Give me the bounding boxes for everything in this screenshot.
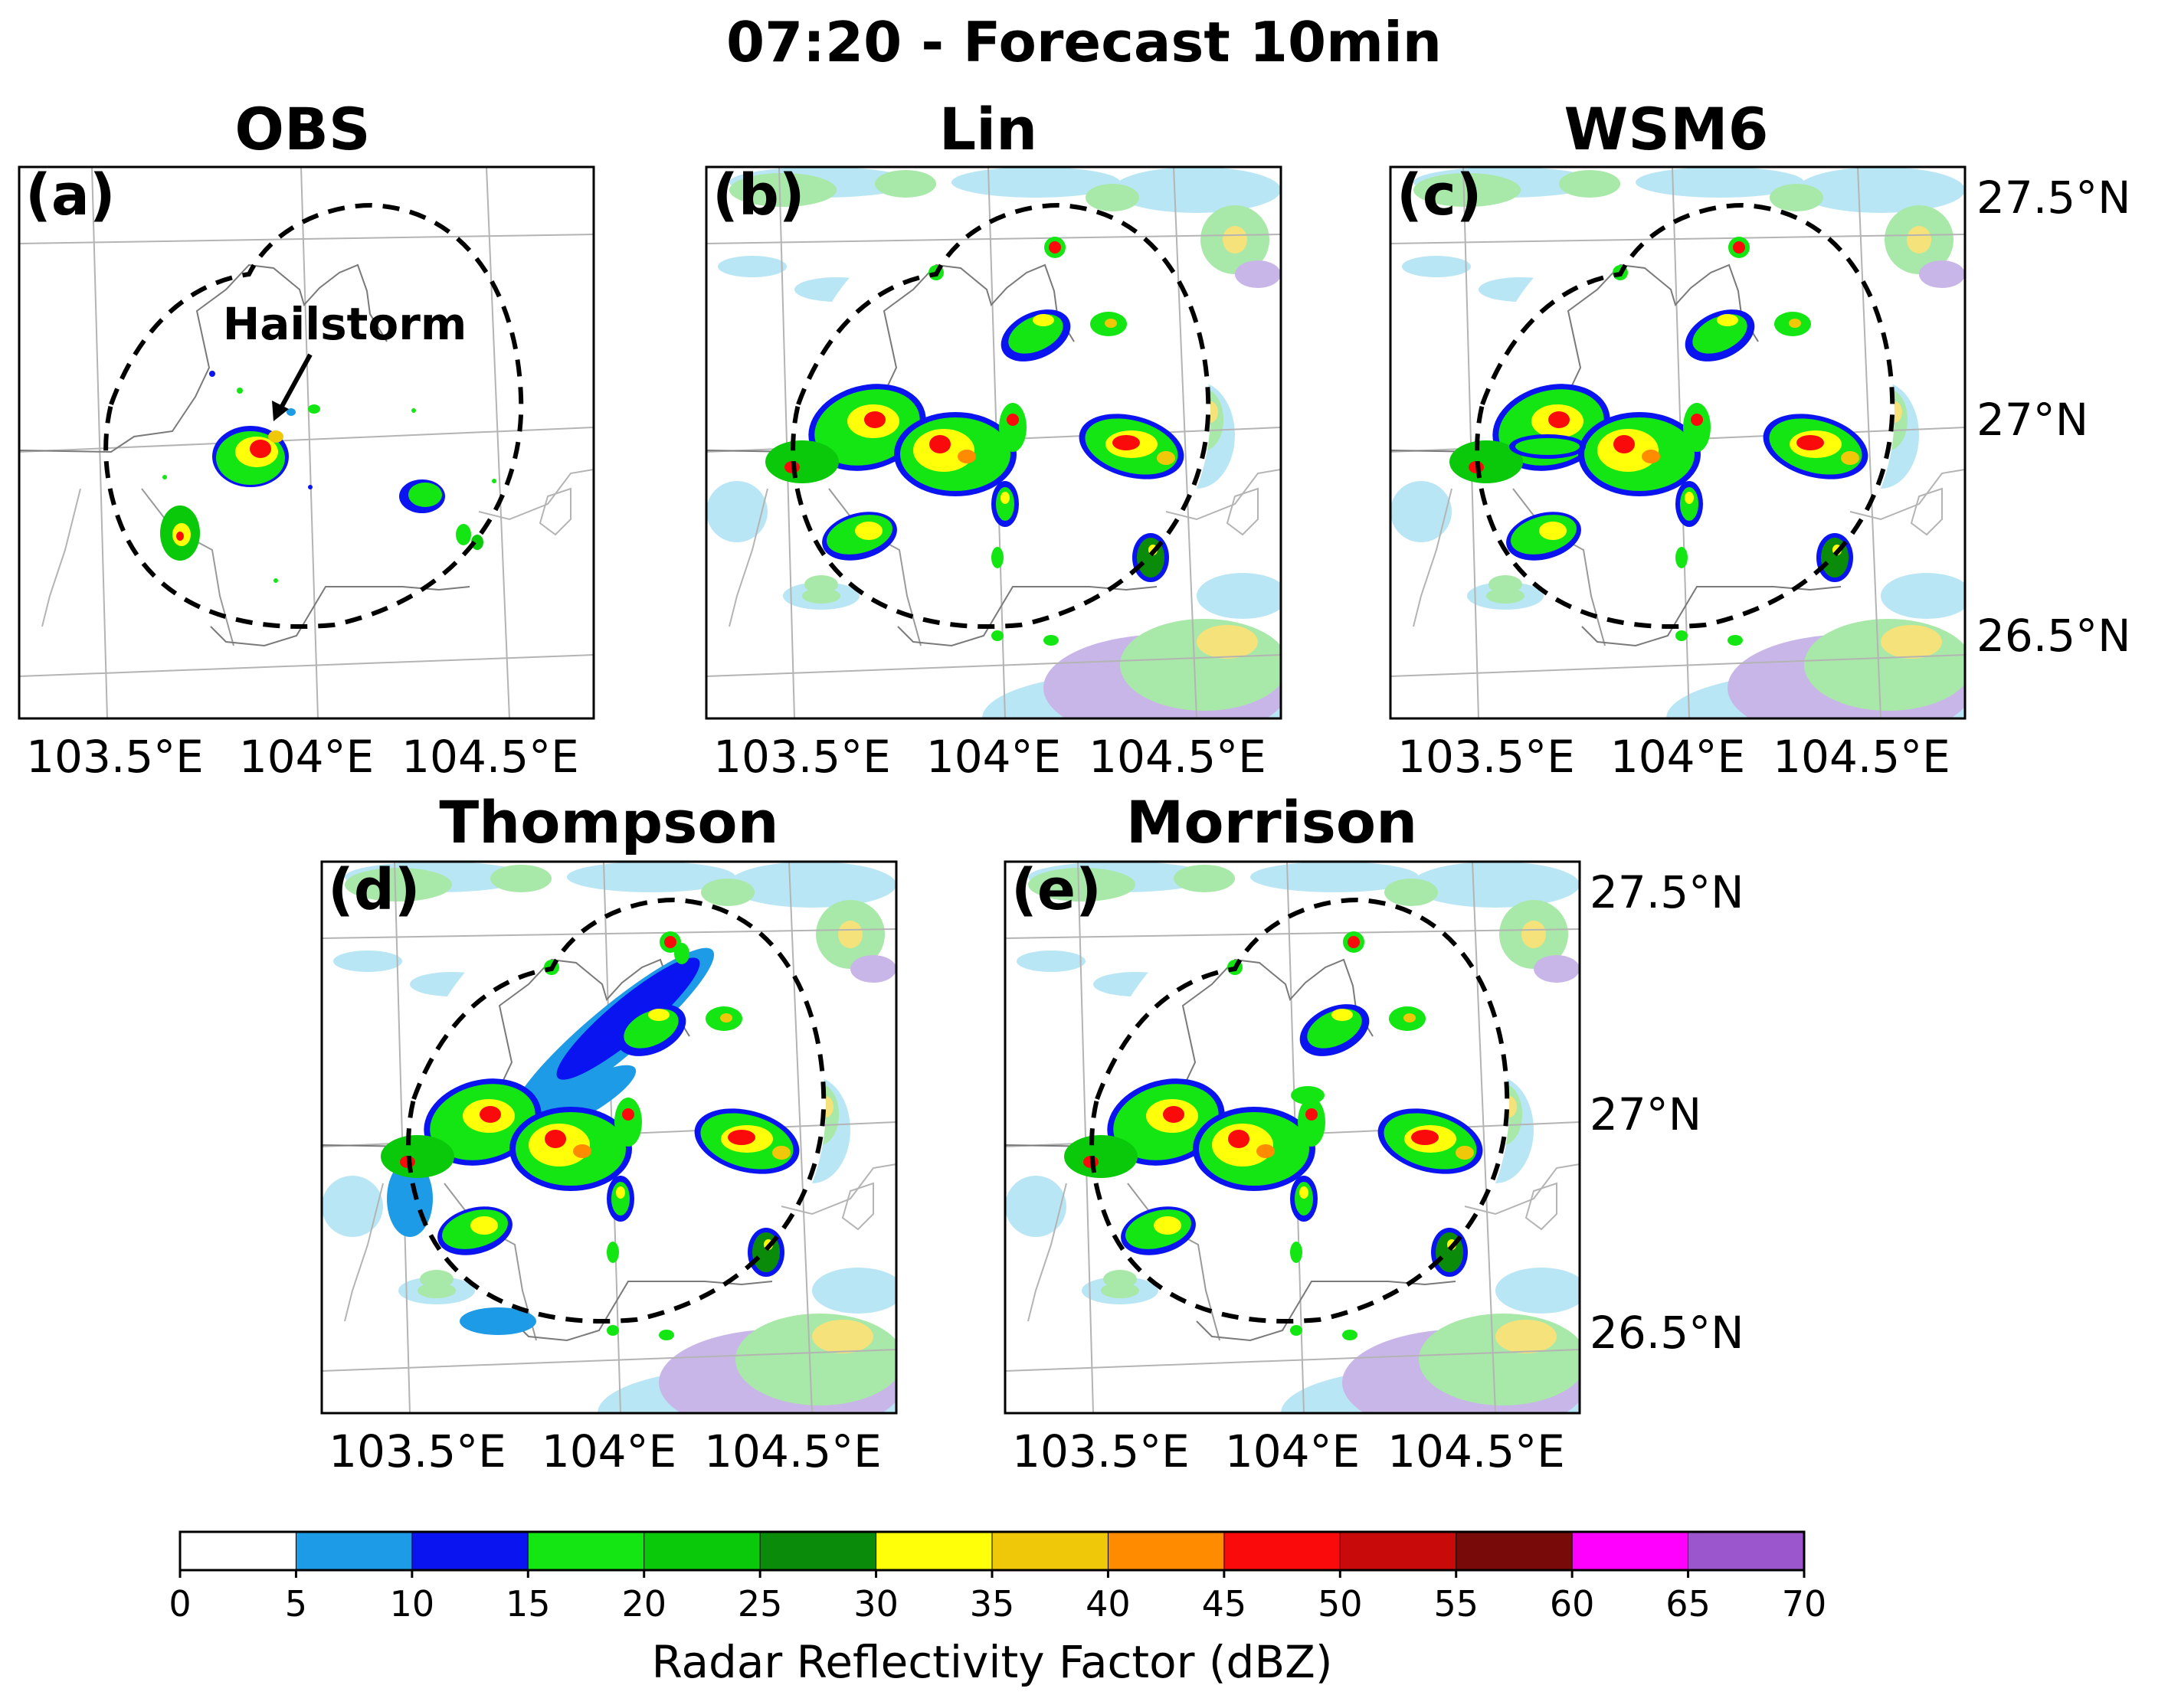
hailstorm-arrow [277,353,313,412]
panel-d: Thompson (d) 103.5°E 104°E 104.5°E [320,788,898,1477]
colorbar-swatch [876,1531,993,1571]
colorbar-swatch [411,1531,529,1571]
hailstorm-arrow-head [272,401,289,421]
panel-title-lin: Lin [939,95,1038,163]
colorbar-swatch [1456,1531,1574,1571]
lon-tick-103-5: 103.5°E [713,731,891,783]
panel-e-map: (e) [1005,857,1580,1413]
colorbar-swatch [991,1531,1109,1571]
lon-tick-104: 104°E [542,1425,676,1477]
panel-e: Morrison (e) 103.5°E 104°E 104.5°E 27.5°… [1004,788,1744,1477]
panel-b: Lin (b) 103.5°E 104°E 104.5°E [705,95,1282,783]
colorbar-tick-label: 55 [1433,1583,1479,1625]
colorbar-swatches [179,1531,1806,1571]
colorbar-swatch [527,1531,645,1571]
colorbar-tick-label: 35 [970,1583,1015,1625]
colorbar-tick-label: 30 [853,1583,899,1625]
colorbar-tick-label: 25 [738,1583,783,1625]
colorbar-tick-label: 50 [1318,1583,1363,1625]
lon-tick-104-5: 104.5°E [1089,731,1266,783]
colorbar-swatch [1107,1531,1225,1571]
panel-title-wsm6: WSM6 [1564,95,1768,163]
lon-tick-104-5: 104.5°E [1387,1425,1565,1477]
colorbar-swatch [1339,1531,1457,1571]
panel-c-map: (c) [1390,162,1965,718]
lon-tick-104: 104°E [1225,1425,1360,1477]
panel-label-c: (c) [1397,162,1482,228]
colorbar-tick-label: 40 [1086,1583,1131,1625]
hailstorm-annotation: Hailstorm [223,298,467,350]
panel-label-d: (d) [328,857,421,923]
panel-title-morrison: Morrison [1126,788,1417,856]
lon-tick-103-5: 103.5°E [1397,731,1575,783]
colorbar-ticks: 0 5 10 15 20 25 30 35 40 45 50 55 60 65 70 [169,1570,1826,1625]
colorbar-swatch [295,1531,413,1571]
colorbar-swatch [644,1531,761,1571]
panel-a-map: (a) Hailstorm [19,162,594,718]
lat-tick-27-5: 27.5°N [1590,866,1744,918]
colorbar-tick-label: 65 [1665,1583,1711,1625]
lat-tick-26-5: 26.5°N [1976,610,2131,662]
lon-tick-104-5: 104.5°E [1773,731,1950,783]
colorbar-tick-label: 15 [506,1583,551,1625]
lon-tick-104: 104°E [1610,731,1745,783]
panel-a: OBS [18,95,595,783]
colorbar-swatch [1688,1531,1806,1571]
panel-d-map: (d) [322,857,896,1413]
figure-title: 07:20 - Forecast 10min [726,10,1442,74]
panel-label-e: (e) [1011,857,1102,923]
panel-b-map: (b) [706,162,1281,718]
colorbar-tick-label: 10 [390,1583,435,1625]
panel-title-obs: OBS [234,95,370,163]
lon-tick-103-5: 103.5°E [329,1425,506,1477]
panel-label-b: (b) [712,162,805,228]
colorbar-tick-label: 20 [621,1583,666,1625]
lon-tick-104: 104°E [926,731,1061,783]
lat-tick-27: 27°N [1976,394,2088,446]
lon-tick-103-5: 103.5°E [26,731,204,783]
colorbar-swatch [1223,1531,1341,1571]
lon-tick-104: 104°E [239,731,374,783]
morrison-extra-echo [1291,1086,1325,1104]
colorbar-label: Radar Reflectivity Factor (dBZ) [651,1636,1332,1688]
panel-label-a: (a) [25,162,116,228]
colorbar-tick-label: 0 [169,1583,191,1625]
colorbar: 0 5 10 15 20 25 30 35 40 45 50 55 60 65 70 Radar Refle… [169,1530,1826,1688]
colorbar-swatch [1571,1531,1689,1571]
colorbar-tick-label: 45 [1202,1583,1247,1625]
colorbar-swatch [179,1531,297,1571]
colorbar-tick-label: 5 [285,1583,307,1625]
lat-tick-27-5: 27.5°N [1976,172,2131,224]
panel-c: WSM6 (c) 103.5°E 104°E 104.5°E 27.5°N 27… [1389,95,2131,783]
lon-tick-104-5: 104.5°E [704,1425,882,1477]
lat-tick-27: 27°N [1590,1088,1701,1140]
colorbar-swatch [759,1531,877,1571]
colorbar-tick-label: 70 [1782,1583,1827,1625]
panel-title-thompson: Thompson [439,788,778,856]
lon-tick-103-5: 103.5°E [1012,1425,1190,1477]
obs-echoes [160,371,496,583]
lon-tick-104-5: 104.5°E [401,731,579,783]
colorbar-tick-label: 60 [1550,1583,1595,1625]
lat-tick-26-5: 26.5°N [1590,1307,1744,1359]
